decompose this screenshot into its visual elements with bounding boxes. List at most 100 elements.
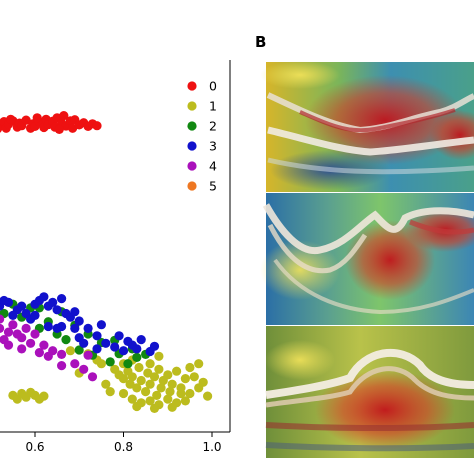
data-point-3 — [52, 305, 62, 315]
data-point-1 — [101, 379, 111, 389]
data-point-1 — [167, 402, 177, 412]
data-point-3 — [57, 294, 67, 304]
data-point-4 — [87, 372, 98, 382]
legend-label: 3 — [209, 139, 217, 154]
data-point-3 — [79, 338, 89, 348]
data-point-1 — [145, 379, 155, 389]
data-point-0 — [59, 111, 69, 121]
data-point-2 — [105, 357, 115, 367]
data-point-1 — [165, 387, 175, 397]
oct-heatmap-image-1 — [260, 61, 474, 192]
data-point-1 — [65, 346, 75, 356]
data-point-1 — [185, 388, 195, 399]
data-point-3 — [0, 295, 9, 306]
data-point-1 — [180, 374, 190, 384]
data-point-1 — [134, 362, 144, 373]
data-point-1 — [198, 377, 208, 387]
legend-marker — [187, 101, 197, 111]
data-point-2 — [74, 345, 84, 355]
data-point-3 — [8, 310, 18, 320]
data-point-1 — [154, 351, 164, 361]
data-point-4 — [8, 320, 18, 330]
data-point-3 — [30, 310, 40, 320]
data-point-1 — [154, 364, 164, 374]
data-point-4 — [3, 340, 14, 350]
data-point-0 — [6, 114, 16, 124]
data-point-4 — [17, 333, 27, 343]
data-point-1 — [127, 372, 137, 382]
data-point-1 — [132, 383, 142, 393]
scatter-plot: 0.6 0.8 1.0 0 1 2 3 4 5 — [0, 60, 231, 454]
oct-image-stack — [260, 61, 474, 458]
x-tick-label: 1.0 — [202, 440, 221, 454]
data-point-1 — [118, 374, 129, 384]
legend-marker — [187, 141, 197, 151]
data-point-0 — [0, 125, 2, 133]
data-point-1 — [125, 379, 135, 389]
data-point-3 — [52, 323, 62, 333]
data-point-1 — [136, 375, 146, 386]
data-point-3 — [92, 344, 102, 354]
data-point-1 — [172, 366, 182, 376]
data-point-4 — [21, 323, 31, 333]
data-point-1 — [127, 394, 137, 404]
legend-marker — [187, 81, 197, 91]
oct-heatmap-image-3 — [265, 326, 474, 458]
data-point-1 — [141, 387, 151, 397]
data-point-2 — [123, 359, 133, 369]
data-point-1 — [163, 370, 173, 380]
data-point-4 — [34, 348, 45, 358]
legend-marker — [187, 161, 197, 171]
data-point-3 — [39, 292, 49, 302]
data-point-4 — [70, 359, 80, 369]
data-point-1 — [176, 388, 186, 399]
x-tick-label: 0.6 — [25, 440, 44, 454]
data-point-1 — [163, 394, 173, 404]
legend-label: 4 — [209, 159, 217, 174]
data-point-3 — [48, 297, 58, 307]
legend-marker — [187, 181, 197, 191]
data-point-1 — [194, 359, 204, 369]
legend-label: 5 — [209, 179, 217, 194]
data-point-3 — [70, 307, 80, 317]
data-point-1 — [149, 372, 160, 382]
data-point-4 — [26, 338, 36, 348]
data-point-1 — [156, 383, 166, 393]
legend-label: 2 — [209, 119, 217, 134]
data-point-3 — [118, 346, 129, 356]
data-point-1 — [143, 368, 153, 378]
data-point-1 — [203, 391, 213, 401]
data-point-1 — [167, 379, 177, 389]
data-point-4 — [17, 344, 27, 354]
data-point-0 — [21, 115, 31, 125]
data-point-3 — [136, 335, 146, 345]
data-point-3 — [114, 331, 124, 341]
data-point-2 — [61, 335, 71, 345]
data-point-4 — [0, 314, 5, 324]
data-point-4 — [43, 351, 53, 361]
data-point-3 — [101, 338, 111, 348]
data-point-1 — [118, 388, 129, 399]
data-point-1 — [105, 387, 115, 397]
data-point-3 — [83, 323, 93, 333]
data-point-0 — [92, 121, 102, 131]
legend-label: 1 — [209, 99, 217, 114]
data-point-3 — [92, 331, 102, 341]
data-point-3 — [43, 321, 53, 332]
data-point-1 — [132, 401, 142, 412]
data-point-4 — [83, 350, 93, 360]
data-point-3 — [132, 344, 142, 354]
data-point-4 — [0, 323, 5, 333]
data-point-0 — [54, 124, 64, 134]
data-point-3 — [96, 320, 106, 330]
data-point-4 — [57, 361, 67, 371]
data-point-2 — [132, 352, 142, 362]
scatter-points — [0, 111, 213, 413]
data-point-4 — [57, 349, 67, 359]
data-point-1 — [145, 396, 155, 406]
data-point-3 — [17, 301, 27, 311]
data-point-4 — [79, 364, 89, 374]
data-point-3 — [123, 336, 133, 346]
x-axis-ticks: 0.6 0.8 1.0 — [25, 432, 222, 454]
